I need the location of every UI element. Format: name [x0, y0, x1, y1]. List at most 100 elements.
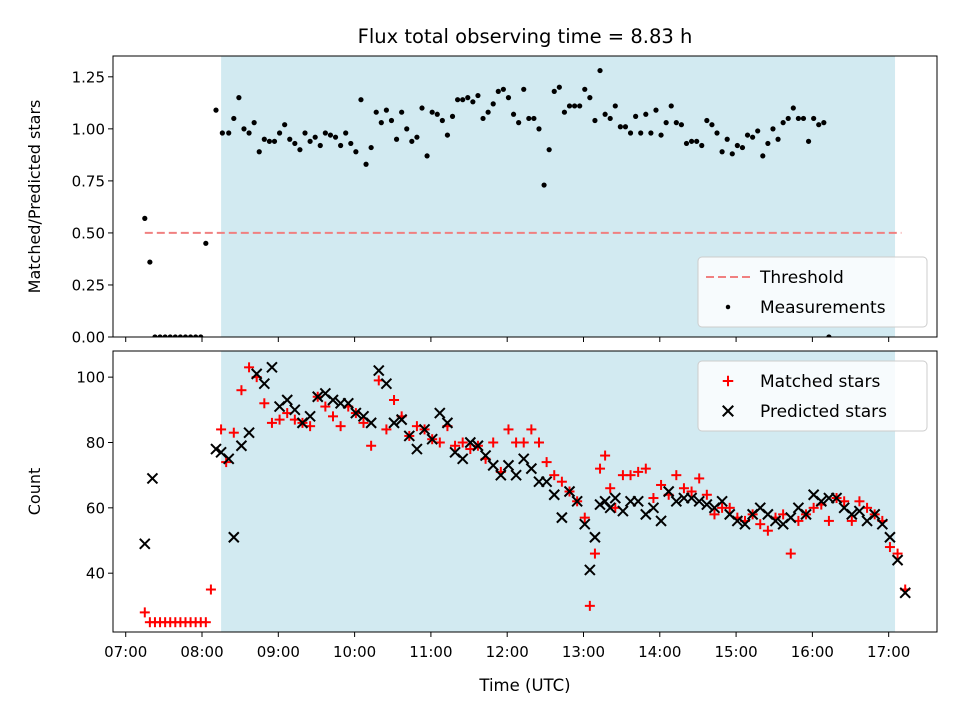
- data-point: [891, 554, 904, 566]
- data-point-b: [258, 377, 271, 390]
- data-point: [332, 134, 339, 140]
- data-point-b: [441, 417, 454, 429]
- data-point: [256, 149, 262, 155]
- data-point: [409, 138, 415, 144]
- data-point: [892, 548, 903, 559]
- data-point: [531, 115, 537, 122]
- data-point: [495, 469, 507, 481]
- data-point: [685, 492, 698, 504]
- chart-title: Flux total observing time = 8.83 h: [358, 25, 693, 48]
- data-point: [582, 86, 588, 92]
- data-point: [678, 483, 689, 494]
- data-point-b: [304, 410, 316, 423]
- data-point: [670, 495, 683, 508]
- data-point-b: [899, 587, 911, 599]
- data-point-b: [693, 495, 705, 508]
- data-point: [655, 515, 667, 527]
- data-point: [139, 538, 151, 550]
- data-point: [198, 334, 204, 337]
- data-point: [147, 259, 153, 265]
- data-point: [811, 115, 817, 122]
- data-point: [571, 103, 578, 109]
- data-point: [540, 475, 553, 488]
- data-point: [488, 437, 499, 448]
- x-tick-label: 17:00: [867, 643, 910, 661]
- data-point: [571, 495, 583, 508]
- data-point: [475, 92, 481, 99]
- data-point-b: [510, 469, 522, 481]
- data-point: [335, 421, 346, 432]
- data-point-b: [815, 495, 827, 508]
- legend-marker: [725, 304, 731, 310]
- data-point: [302, 130, 308, 136]
- data-point-b: [395, 413, 408, 426]
- data-point-b: [472, 440, 484, 452]
- data-point: [193, 334, 199, 337]
- data-point: [366, 440, 377, 451]
- top-panel: 0.00 0.25 0.50 0.75 1.00 1.25 Matched/Predicte…: [25, 55, 938, 347]
- data-point-b: [701, 498, 713, 511]
- data-point: [653, 107, 659, 113]
- data-point: [605, 483, 616, 494]
- data-point: [816, 122, 822, 128]
- data-point: [490, 101, 496, 107]
- data-point: [775, 136, 781, 142]
- data-point: [456, 453, 469, 465]
- data-point: [790, 105, 796, 111]
- data-point-b: [716, 495, 728, 508]
- data-point: [739, 518, 751, 530]
- y-axis-label: Matched/Predicted stars: [25, 100, 44, 294]
- data-point: [363, 161, 369, 167]
- data-point: [146, 472, 159, 485]
- data-point: [338, 142, 344, 149]
- data-point: [449, 113, 456, 119]
- data-point: [805, 138, 812, 144]
- data-point-b: [464, 436, 477, 449]
- data-point-b: [662, 485, 675, 498]
- data-point: [502, 459, 515, 472]
- data-point-b: [884, 531, 896, 543]
- data-point: [600, 450, 611, 461]
- data-point: [236, 95, 242, 101]
- data-point: [671, 470, 682, 481]
- data-point-b: [685, 492, 698, 504]
- data-point: [317, 142, 323, 149]
- data-point: [414, 134, 420, 140]
- data-point: [312, 391, 324, 403]
- data-point: [536, 126, 542, 132]
- data-point: [480, 115, 486, 122]
- data-point: [350, 407, 362, 419]
- series-predicted-stars: [139, 361, 911, 599]
- legend-box: [697, 360, 928, 432]
- data-point: [632, 495, 644, 508]
- data-point: [694, 473, 705, 484]
- y-tick-label: 40: [86, 565, 105, 583]
- data-point: [235, 440, 248, 452]
- data-point: [404, 126, 410, 132]
- data-point-b: [146, 472, 159, 485]
- data-point-b: [449, 446, 461, 458]
- data-point: [251, 120, 257, 126]
- data-point: [755, 519, 766, 530]
- data-point-b: [350, 407, 362, 419]
- data-point: [292, 140, 298, 147]
- x-tick-label: 14:00: [638, 643, 681, 661]
- data-point: [785, 511, 797, 524]
- data-point: [246, 130, 252, 136]
- data-point-b: [724, 508, 736, 521]
- data-point: [638, 130, 644, 136]
- data-point: [187, 334, 194, 337]
- data-point-b: [739, 518, 751, 530]
- data-point-b: [800, 508, 812, 521]
- data-point: [182, 334, 189, 337]
- data-point-b: [556, 511, 568, 524]
- data-point: [426, 433, 438, 445]
- data-point: [510, 111, 517, 117]
- x-tick-label: 12:00: [486, 643, 529, 661]
- data-point: [770, 126, 776, 132]
- data-point: [884, 542, 895, 553]
- legend-label: Threshold: [759, 268, 844, 288]
- data-point-b: [617, 505, 629, 517]
- data-point-b: [548, 489, 560, 501]
